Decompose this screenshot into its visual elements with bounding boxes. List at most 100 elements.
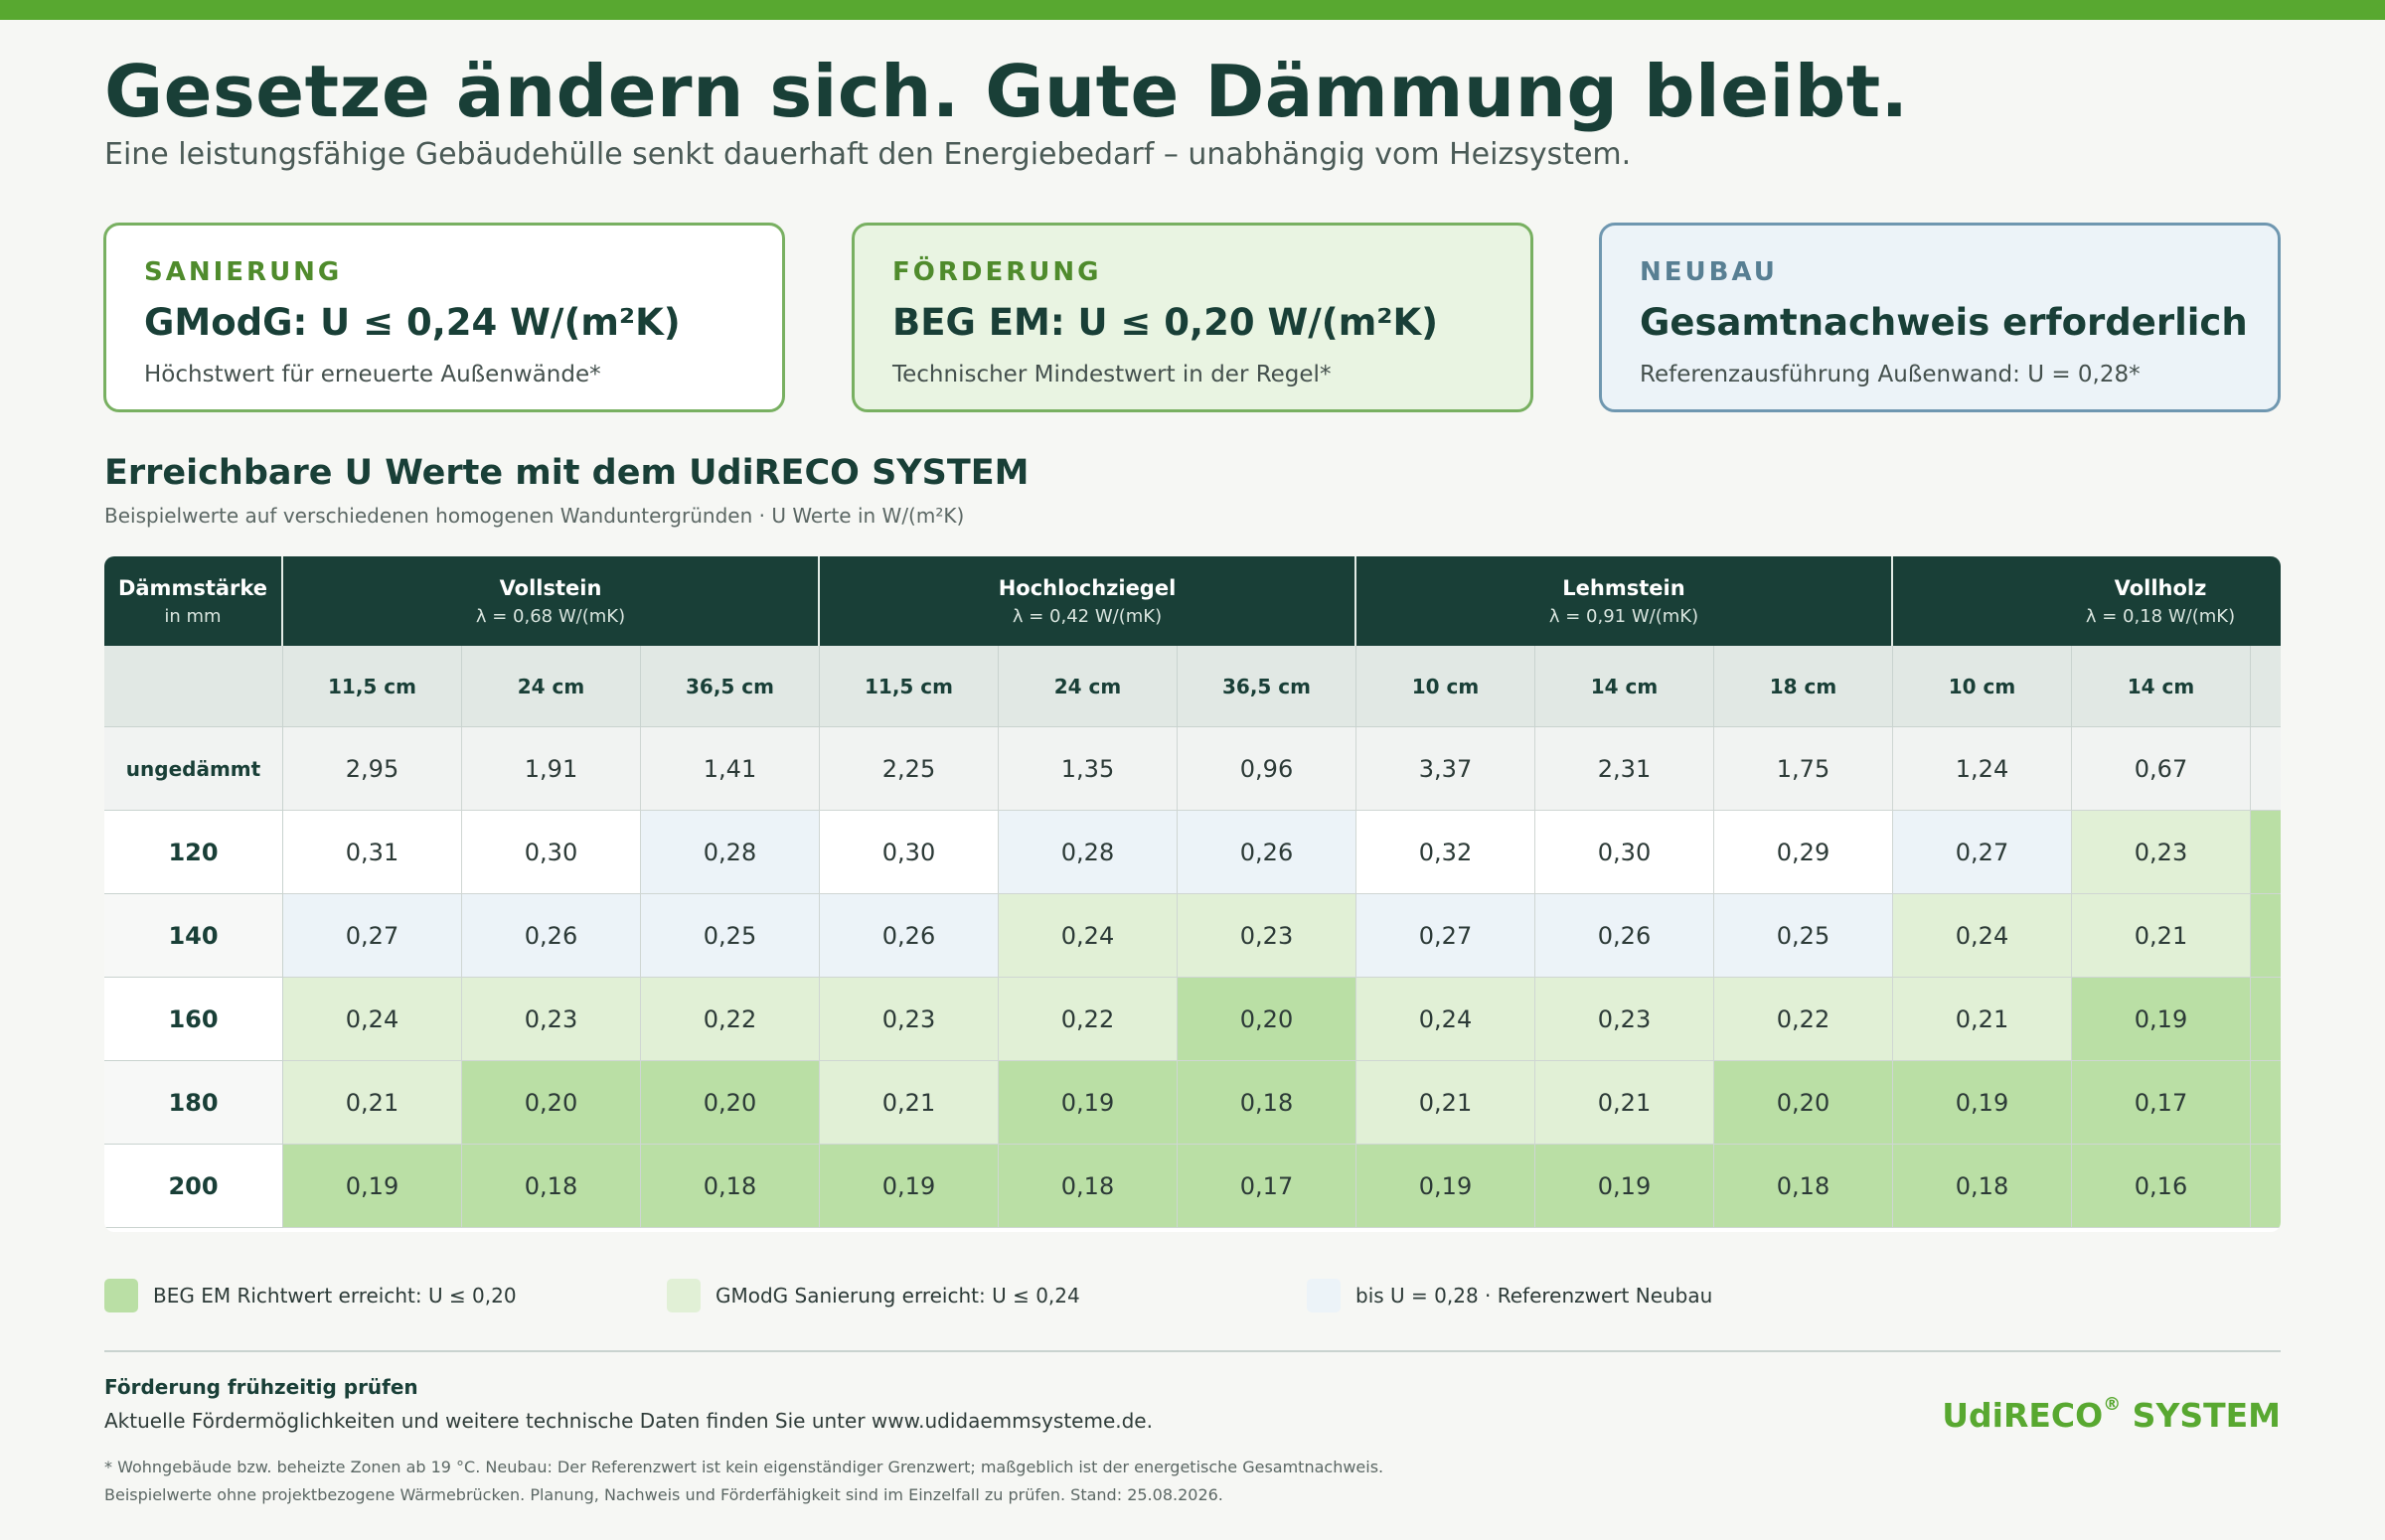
value-text: 0,21	[1597, 1088, 1652, 1117]
value-text: 0,28	[1060, 838, 1115, 866]
column-label: 10 cm	[1411, 674, 1480, 698]
card-label: SANIERUNG	[144, 257, 343, 287]
value-cell: 0,19	[283, 1145, 462, 1228]
value-cell: 0,19	[820, 1145, 999, 1228]
group-lambda: λ = 0,18 W/(mK)	[2085, 605, 2236, 627]
value-cell: 0,18	[462, 1145, 641, 1228]
value-text: 0,96	[1239, 754, 1294, 783]
value-text: 0,27	[1418, 921, 1473, 950]
value-text: 0,18	[1060, 1171, 1115, 1200]
value-text: 0,18	[703, 1171, 757, 1200]
column-header: 10 cm	[1356, 646, 1535, 727]
card-neubau: NEUBAU Gesamtnachweis erforderlich Refer…	[1599, 223, 2281, 412]
value-text: 2,95	[345, 754, 399, 783]
row-label-text: 120	[168, 838, 219, 866]
value-cell: 0,23	[2072, 811, 2251, 894]
footnote-1: * Wohngebäude bzw. beheizte Zonen ab 19 …	[104, 1458, 1384, 1476]
value-text: 0,22	[1776, 1004, 1830, 1033]
card-sanierung: SANIERUNG GModG: U ≤ 0,24 W/(m²K) Höchst…	[103, 223, 785, 412]
value-cell: 0,16	[2251, 978, 2281, 1061]
value-cell: 1,91	[462, 727, 641, 811]
legend-label: BEG EM Richtwert erreicht: U ≤ 0,20	[153, 1284, 517, 1308]
value-cell: 0,20	[641, 1061, 820, 1145]
card-value: Gesamtnachweis erforderlich	[1640, 301, 2248, 344]
value-cell: 0,96	[1178, 727, 1356, 811]
value-cell: 0,24	[999, 894, 1178, 978]
column-label: 14 cm	[2127, 674, 2195, 698]
column-header: 24 cm	[999, 646, 1178, 727]
value-text: 0,24	[345, 1004, 399, 1033]
row-label-text: ungedämmt	[125, 756, 261, 781]
footnote-2: Beispielwerte ohne projektbezogene Wärme…	[104, 1485, 1223, 1504]
value-cell: 0,29	[1714, 811, 1893, 894]
column-label: 24 cm	[1053, 674, 1122, 698]
value-cell: 0,28	[999, 811, 1178, 894]
value-text: 0,17	[2134, 1088, 2188, 1117]
value-cell: 0,19	[1893, 1061, 2072, 1145]
value-cell: 0,32	[1356, 811, 1535, 894]
value-cell: 0,20	[462, 1061, 641, 1145]
section-subtitle: Beispielwerte auf verschiedenen homogene…	[104, 504, 965, 528]
value-text: 0,21	[1418, 1088, 1473, 1117]
value-text: 0,19	[1955, 1088, 2009, 1117]
value-cell: 0,15	[2251, 1061, 2281, 1145]
card-note: Technischer Mindestwert in der Regel*	[892, 362, 1332, 387]
value-cell: 0,16	[2072, 1145, 2251, 1228]
value-cell: 0,46	[2251, 727, 2281, 811]
value-text: 0,17	[1239, 1171, 1294, 1200]
value-cell: 0,23	[820, 978, 999, 1061]
value-cell: 0,31	[283, 811, 462, 894]
column-header: 11,5 cm	[283, 646, 462, 727]
value-text: 0,26	[881, 921, 936, 950]
value-text: 0,25	[703, 921, 757, 950]
value-text: 0,19	[1418, 1171, 1473, 1200]
value-cell: 0,21	[1535, 1061, 1714, 1145]
row-label-text: 200	[168, 1171, 219, 1200]
value-cell: 2,31	[1535, 727, 1714, 811]
value-cell: 0,27	[1893, 811, 2072, 894]
value-text: 0,22	[703, 1004, 757, 1033]
value-cell: 0,22	[641, 978, 820, 1061]
value-cell: 0,23	[1178, 894, 1356, 978]
value-text: 0,23	[1597, 1004, 1652, 1033]
value-cell: 0,28	[641, 811, 820, 894]
value-cell: 0,21	[1893, 978, 2072, 1061]
value-text: 0,19	[1060, 1088, 1115, 1117]
value-text: 0,32	[1418, 838, 1473, 866]
value-text: 0,23	[881, 1004, 936, 1033]
group-name: Hochlochziegel	[998, 575, 1177, 600]
value-cell: 0,19	[1535, 1145, 1714, 1228]
value-text: 1,35	[1060, 754, 1115, 783]
value-text: 0,20	[703, 1088, 757, 1117]
value-cell: 0,26	[462, 894, 641, 978]
column-header: 14 cm	[1535, 646, 1714, 727]
card-note: Referenzausführung Außenwand: U = 0,28*	[1640, 362, 2141, 387]
column-header: 18 cm	[1714, 646, 1893, 727]
value-text: 1,41	[703, 754, 757, 783]
group-header: Lehmstein λ = 0,91 W/(mK)	[1356, 556, 1893, 646]
value-text: 0,21	[345, 1088, 399, 1117]
value-cell: 0,20	[1714, 1061, 1893, 1145]
value-cell: 0,20	[1178, 978, 1356, 1061]
column-header: 10 cm	[1893, 646, 2072, 727]
value-cell: 1,24	[1893, 727, 2072, 811]
value-text: 0,24	[1060, 921, 1115, 950]
value-text: 0,19	[345, 1171, 399, 1200]
value-cell: 2,95	[283, 727, 462, 811]
value-text: 0,24	[1418, 1004, 1473, 1033]
value-text: 0,23	[524, 1004, 578, 1033]
value-cell: 1,35	[999, 727, 1178, 811]
value-cell: 0,24	[1356, 978, 1535, 1061]
value-cell: 0,30	[462, 811, 641, 894]
row-label: 180	[104, 1061, 283, 1145]
brand-logo: UdiRECO® SYSTEM	[1942, 1394, 2281, 1435]
value-cell: 0,25	[1714, 894, 1893, 978]
value-cell: 0,14	[2251, 1145, 2281, 1228]
value-cell: 0,24	[283, 978, 462, 1061]
value-text: 2,31	[1597, 754, 1652, 783]
value-cell: 0,18	[2251, 894, 2281, 978]
group-lambda: λ = 0,91 W/(mK)	[1548, 605, 1699, 627]
value-cell: 0,27	[1356, 894, 1535, 978]
brand-registered-mark: ®	[2103, 1394, 2122, 1415]
value-cell: 0,24	[1893, 894, 2072, 978]
